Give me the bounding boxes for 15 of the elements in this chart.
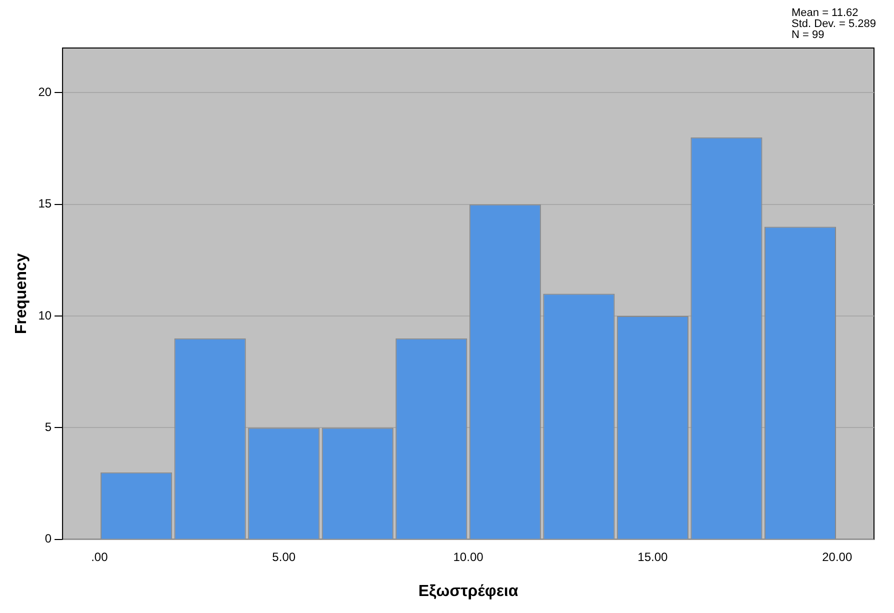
y-tick-label: 20 [38,84,52,99]
x-axis-title: Εξωστρέφεια [418,582,518,600]
text: N = 99 [792,29,826,41]
y-axis-title: Frequency [13,253,30,334]
x-tick-label: 10.00 [453,550,484,564]
y-tick-label: 0 [44,532,52,546]
y-tick-label: 10 [38,308,52,322]
x-tick-label: .00 [91,550,108,564]
text: Mean = 11.62 [792,7,860,19]
x-tick-label: 5.00 [272,550,296,564]
x-tick-label: 20.00 [822,550,852,564]
y-tick-label: 5 [44,420,52,434]
y-tick-label: 15 [38,196,52,211]
text: Std. Dev. = 5.289 [792,18,876,30]
x-tick-label: 15.00 [638,550,668,564]
